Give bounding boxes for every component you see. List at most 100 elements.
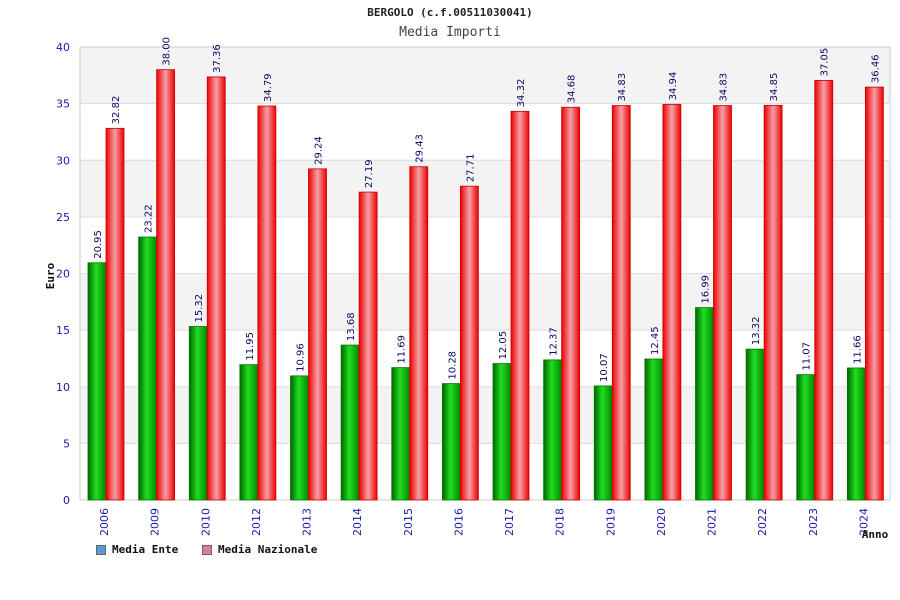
y-tick-label: 5 — [63, 437, 70, 450]
bar-media-nazionale — [459, 185, 479, 501]
bar-media-nazionale — [358, 191, 378, 501]
x-tick-label: 2020 — [655, 508, 668, 536]
bar-media-ente — [87, 262, 107, 501]
y-axis-label: Euro — [44, 262, 57, 289]
data-label: 27.71 — [465, 154, 476, 183]
legend-label-nazionale: Media Nazionale — [218, 543, 318, 556]
bar-media-ente — [290, 375, 309, 501]
data-label: 10.07 — [599, 353, 610, 382]
data-label: 13.32 — [751, 317, 762, 346]
data-label: 34.85 — [769, 73, 780, 102]
bar-media-ente — [138, 236, 158, 501]
legend-item-ente: Media Ente — [96, 543, 178, 556]
x-tick-label: 2015 — [402, 508, 415, 536]
x-tick-label: 2013 — [301, 508, 314, 536]
y-tick-label: 0 — [63, 494, 70, 507]
data-label: 10.96 — [296, 343, 307, 372]
data-label: 37.36 — [212, 44, 223, 73]
x-tick-label: 2021 — [706, 508, 719, 536]
data-label: 12.45 — [650, 326, 661, 355]
x-tick-label: 2019 — [604, 508, 617, 536]
y-tick-label: 15 — [56, 324, 70, 337]
data-label: 12.05 — [498, 331, 509, 360]
plot-border — [79, 46, 891, 501]
data-label: 34.83 — [617, 73, 628, 102]
x-tick-label: 2006 — [98, 508, 111, 536]
y-tick-label: 25 — [56, 211, 70, 224]
x-tick-label: 2022 — [756, 508, 769, 536]
data-label: 34.79 — [263, 73, 274, 102]
bar-media-ente — [745, 348, 765, 501]
data-label: 34.83 — [719, 73, 730, 102]
data-label: 11.69 — [397, 335, 408, 364]
data-label: 36.46 — [870, 54, 881, 83]
data-label: 34.32 — [516, 79, 527, 108]
x-tick-label: 2018 — [554, 508, 567, 536]
bar-media-nazionale — [611, 105, 631, 501]
data-label: 27.19 — [364, 159, 375, 188]
bar-media-nazionale — [409, 166, 429, 501]
bar-media-ente — [188, 326, 208, 501]
data-label: 11.66 — [852, 335, 863, 364]
bar-media-ente — [492, 363, 512, 501]
x-tick-label: 2017 — [503, 508, 516, 536]
bar-media-ente — [441, 383, 461, 501]
data-label: 37.05 — [820, 48, 831, 77]
y-tick-label: 20 — [56, 268, 70, 281]
y-axis: 0 5 10 15 20 25 30 35 40 — [56, 41, 70, 507]
data-label: 10.28 — [447, 351, 458, 380]
data-label: 12.37 — [549, 327, 560, 356]
y-tick-label: 35 — [56, 98, 70, 111]
bar-media-nazionale — [864, 86, 884, 501]
legend-label-ente: Media Ente — [112, 543, 179, 556]
data-label: 29.43 — [415, 134, 426, 163]
bar-media-nazionale — [206, 76, 226, 501]
bar-media-nazionale — [814, 80, 834, 501]
bar-media-ente — [846, 367, 866, 501]
bar-media-nazionale — [662, 103, 682, 501]
data-label: 16.99 — [701, 275, 712, 304]
y-tick-label: 30 — [56, 154, 70, 167]
data-label: 13.68 — [346, 312, 357, 341]
chart-subtitle: Media Importi — [399, 25, 501, 40]
data-label: 20.95 — [93, 230, 104, 259]
data-label: 32.82 — [111, 96, 122, 125]
x-tick-label: 2009 — [149, 508, 162, 536]
bar-media-ente — [543, 359, 563, 501]
x-tick-label: 2023 — [807, 508, 820, 536]
data-label: 23.22 — [144, 204, 155, 233]
bar-media-nazionale — [713, 105, 732, 501]
bar-media-nazionale — [308, 168, 327, 501]
bar-media-ente — [593, 385, 613, 501]
bar-media-ente — [644, 358, 664, 501]
x-tick-label: 2014 — [351, 508, 364, 536]
x-tick-label: 2024 — [857, 508, 870, 536]
data-label: 15.32 — [194, 294, 205, 323]
data-label: 34.94 — [668, 72, 679, 101]
x-tick-label: 2012 — [250, 508, 263, 536]
bar-media-ente — [695, 307, 714, 501]
x-axis-label: Anno — [862, 528, 889, 541]
bar-media-nazionale — [510, 110, 530, 501]
bar-media-nazionale — [561, 106, 581, 501]
y-tick-label: 40 — [56, 41, 70, 54]
legend-item-nazionale: Media Nazionale — [202, 543, 317, 556]
data-label: 29.24 — [314, 136, 325, 165]
bar-media-ente — [340, 344, 360, 501]
x-tick-label: 2016 — [452, 508, 465, 536]
bar-media-nazionale — [156, 69, 176, 501]
legend-swatch-nazionale — [202, 544, 212, 555]
bar-media-nazionale — [257, 105, 277, 501]
legend-swatch-ente — [96, 544, 106, 555]
bar-media-nazionale — [763, 104, 783, 501]
bar-media-nazionale — [105, 127, 125, 501]
bar-media-ente — [391, 367, 411, 501]
data-label: 34.68 — [567, 75, 578, 104]
chart-title: BERGOLO (c.f.00511030041) — [367, 6, 533, 19]
y-tick-label: 10 — [56, 381, 70, 394]
x-axis: 2006 2009 2010 2012 2013 2014 2015 2016 2017 2018… — [98, 508, 870, 536]
data-label: 38.00 — [162, 37, 173, 66]
bar-media-ente — [239, 364, 259, 501]
data-label: 11.07 — [802, 342, 813, 371]
